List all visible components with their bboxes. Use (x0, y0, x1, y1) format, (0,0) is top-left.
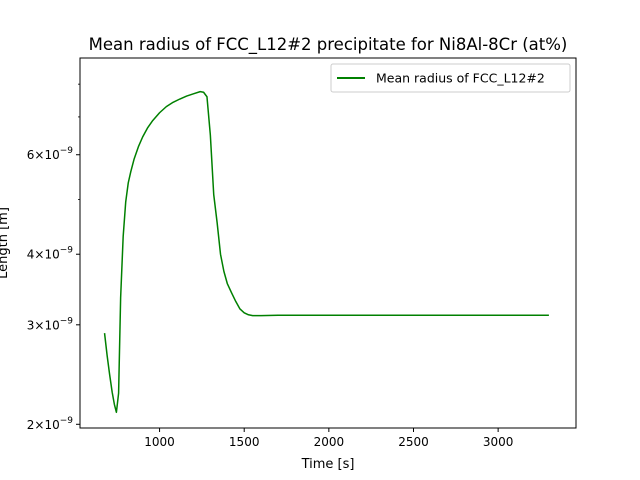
x-tick-label: 3000 (483, 435, 514, 449)
series-layer (103, 90, 549, 414)
chart-title: Mean radius of FCC_L12#2 precipitate for… (89, 35, 568, 55)
y-tick-label: 6×10−9 (27, 146, 74, 162)
y-tick-label: 4×10−9 (27, 246, 74, 262)
x-axis: 1000 1500 2000 2500 3000 (144, 428, 513, 449)
legend-box (330, 63, 571, 93)
legend: Mean radius of FCC_L12#2 (330, 63, 571, 93)
x-axis-label: Time [s] (301, 457, 355, 472)
x-tick-label: 1000 (144, 435, 175, 449)
y-tick-label: 2×10−9 (27, 416, 74, 432)
y-tick-label: 3×10−9 (27, 316, 74, 332)
x-tick-label: 1500 (229, 435, 260, 449)
y-axis-label: Length [m] (0, 207, 11, 279)
x-tick-label: 2000 (314, 435, 345, 449)
series-line (103, 90, 549, 414)
legend-label: Mean radius of FCC_L12#2 (376, 71, 545, 86)
plot-frame (79, 57, 577, 429)
y-axis: 2×10−9 3×10−9 4×10−9 6×10−9 (27, 83, 80, 432)
x-tick-label: 2500 (398, 435, 429, 449)
